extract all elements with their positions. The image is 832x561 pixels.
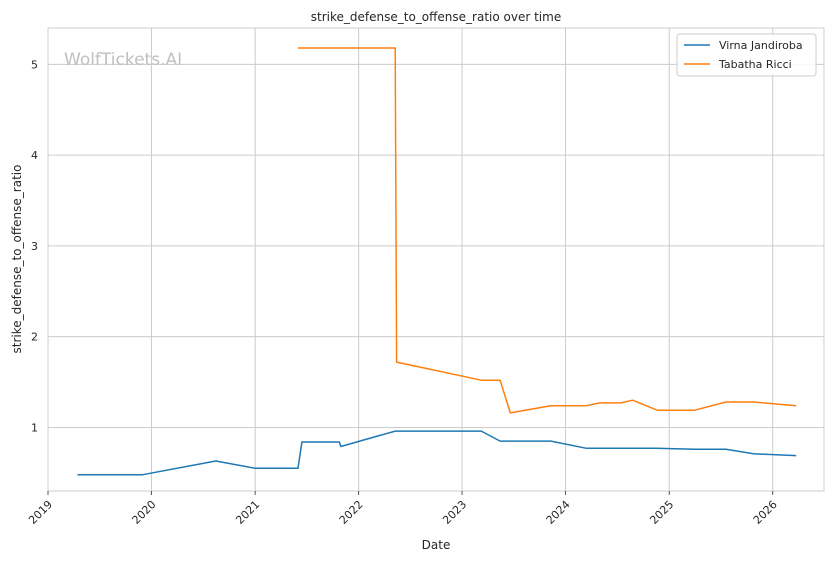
y-tick-label: 4 <box>31 149 38 162</box>
y-tick-label: 1 <box>31 421 38 434</box>
chart-title: strike_defense_to_offense_ratio over tim… <box>311 10 561 24</box>
legend-label-1: Tabatha Ricci <box>718 58 792 71</box>
y-axis-ticks: 1 2 3 4 5 <box>31 58 38 434</box>
legend-box <box>676 33 817 77</box>
series-line-0 <box>77 430 797 476</box>
y-axis-label: strike_defense_to_offense_ratio <box>10 165 24 354</box>
legend-label-0: Virna Jandiroba <box>719 39 803 52</box>
watermark-text: WolfTickets.AI <box>64 50 182 70</box>
x-axis-label: Date <box>422 538 451 552</box>
plot-area-frame <box>47 27 825 492</box>
y-tick-label: 2 <box>31 331 38 344</box>
series-lines <box>77 47 797 476</box>
y-tick-label: 5 <box>31 58 38 71</box>
y-tick-label: 3 <box>31 240 38 253</box>
series-line-1 <box>298 47 797 414</box>
legend: Virna Jandiroba Tabatha Ricci <box>676 33 817 77</box>
